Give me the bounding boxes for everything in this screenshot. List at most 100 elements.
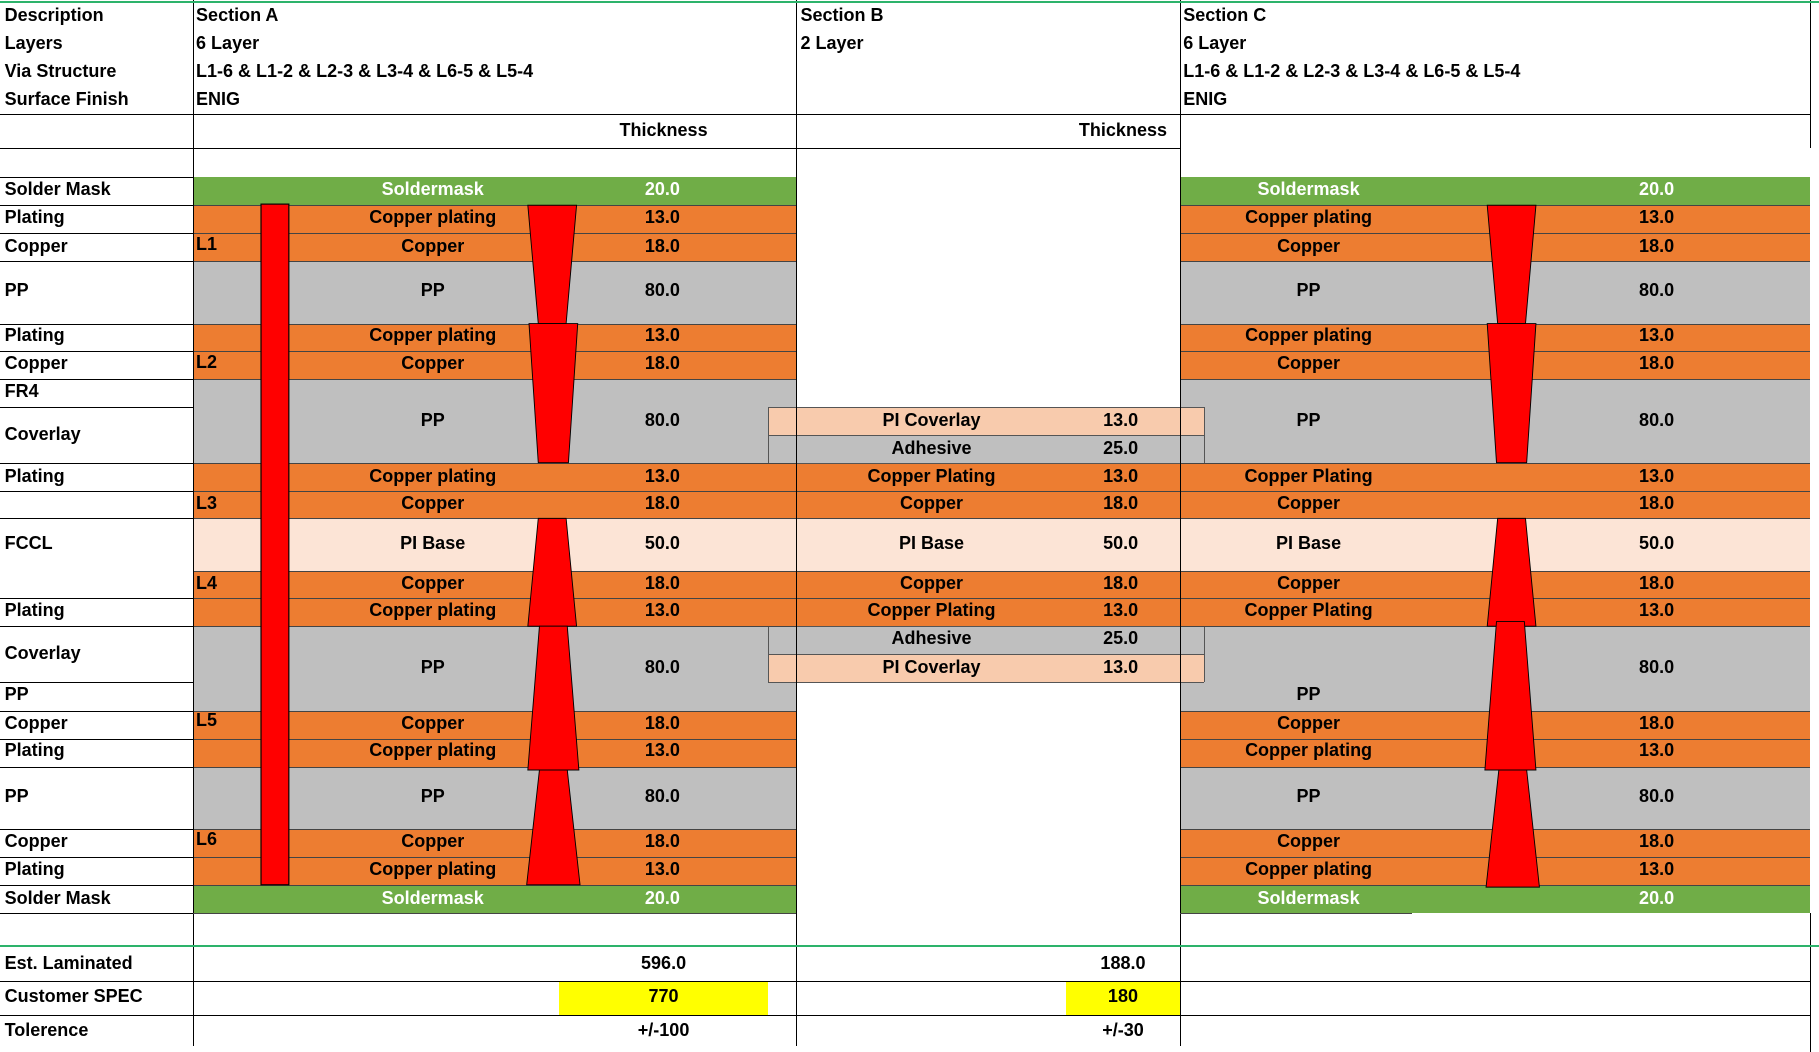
stack-b-row xyxy=(795,518,1180,571)
stack-c-material: Copper plating xyxy=(1245,325,1373,346)
stack-a-thickness: 20.0 xyxy=(644,887,680,908)
stack-b-thickness: 13.0 xyxy=(1103,465,1139,486)
stack-c-material: Soldermask xyxy=(1257,887,1360,908)
stack-a-thickness: 18.0 xyxy=(644,353,680,374)
stack-a-row xyxy=(192,766,796,830)
grid-line xyxy=(767,681,1205,683)
grid-line xyxy=(0,829,193,831)
stack-a-material: Copper plating xyxy=(369,740,497,761)
microvia-l1-l2 xyxy=(527,204,578,325)
stack-c-material: Copper xyxy=(1277,573,1341,594)
grid-line xyxy=(0,945,1819,948)
stack-c-material: Copper plating xyxy=(1245,858,1373,879)
stack-b-thickness: 13.0 xyxy=(1103,656,1139,677)
thickness-a-header: Thickness xyxy=(619,119,708,140)
stack-b-thickness: 13.0 xyxy=(1103,600,1139,621)
stack-a-thickness: 80.0 xyxy=(644,656,680,677)
grid-line xyxy=(0,148,1180,150)
stack-c-thickness: 80.0 xyxy=(1639,656,1675,677)
grid-line xyxy=(192,884,796,886)
stack-c-thickness: 18.0 xyxy=(1639,712,1675,733)
stack-c-thickness: 80.0 xyxy=(1639,279,1675,300)
stack-c-thickness: 18.0 xyxy=(1639,493,1675,514)
grid-line xyxy=(0,1014,1810,1016)
grid-line xyxy=(795,570,1180,572)
stack-a-row xyxy=(192,738,796,767)
thickness-b-header: Thickness xyxy=(1078,119,1167,140)
grid-line xyxy=(0,710,193,712)
stack-c-material: Copper xyxy=(1277,235,1341,256)
section-b-layers: 2 Layer xyxy=(800,32,864,53)
grid-line xyxy=(192,829,796,831)
header-row-label: Via Structure xyxy=(4,60,117,81)
grid-line xyxy=(1179,626,1810,628)
row-label-plating2: Plating xyxy=(4,325,65,346)
row-label-coverlay2: Coverlay xyxy=(4,642,81,663)
row-label-pp3: PP xyxy=(4,785,29,806)
stack-c-thickness: 18.0 xyxy=(1639,235,1675,256)
section-a-title: Section A xyxy=(196,5,279,26)
stack-a-thickness: 13.0 xyxy=(644,858,680,879)
layer-mark-l1: L1 xyxy=(196,233,218,254)
spec-b-highlight xyxy=(1066,982,1180,1015)
stack-a-thickness: 80.0 xyxy=(644,785,680,806)
stack-c-thickness: 13.0 xyxy=(1639,600,1675,621)
stack-c-thickness: 18.0 xyxy=(1639,353,1675,374)
row-label-solder_mask_bot: Solder Mask xyxy=(4,887,111,908)
row-label-fr4: FR4 xyxy=(4,380,39,401)
grid-line xyxy=(0,205,193,207)
stack-c-row xyxy=(1179,462,1810,491)
stack-c-thickness: 80.0 xyxy=(1639,785,1675,806)
stack-c-material: Copper plating xyxy=(1245,740,1373,761)
grid-line xyxy=(0,260,193,262)
stack-a-thickness: 13.0 xyxy=(644,465,680,486)
stack-a-row xyxy=(192,518,796,571)
layer-mark-l6: L6 xyxy=(196,828,218,849)
stack-c-thickness: 20.0 xyxy=(1639,887,1675,908)
grid-line xyxy=(192,205,796,207)
stack-a-thickness: 80.0 xyxy=(644,279,680,300)
stack-c-material: Copper Plating xyxy=(1244,600,1373,621)
grid-line xyxy=(0,177,193,179)
row-label-solder_mask_top: Solder Mask xyxy=(4,179,111,200)
section-a-layers: 6 Layer xyxy=(196,32,260,53)
stack-c-row xyxy=(1179,177,1810,206)
stack-b-material: Copper Plating xyxy=(867,465,996,486)
stack-c-thickness: 50.0 xyxy=(1639,532,1675,553)
stack-a-thickness: 20.0 xyxy=(644,179,680,200)
stack-a-material: Copper plating xyxy=(369,325,497,346)
grid-line xyxy=(0,766,193,768)
stack-a-row xyxy=(192,490,796,519)
stack-a-material: Soldermask xyxy=(381,179,484,200)
grid-line xyxy=(767,462,1205,464)
section-a-tolerance: +/-100 xyxy=(637,1019,690,1040)
stack-a-row xyxy=(192,710,796,739)
grid-line xyxy=(0,323,193,325)
stack-a-row xyxy=(192,323,796,352)
grid-line xyxy=(192,626,796,628)
row-label-plating4: Plating xyxy=(4,600,65,621)
stack-b-material: Copper Plating xyxy=(867,600,996,621)
stack-b-thickness: 25.0 xyxy=(1103,627,1139,648)
grid-line xyxy=(767,407,769,463)
stack-a-material: Copper xyxy=(401,353,465,374)
microvia-l6-l5 xyxy=(526,769,581,886)
stack-c-thickness: 13.0 xyxy=(1639,206,1675,227)
microvia-c-l2-l3 xyxy=(1486,323,1537,464)
layer-mark-l3: L3 xyxy=(196,493,218,514)
microvia-c-l6-l5 xyxy=(1485,769,1540,888)
row-label-copper2: Copper xyxy=(4,353,68,374)
stack-a-thickness: 13.0 xyxy=(644,740,680,761)
grid-line xyxy=(192,379,796,381)
row-label-plating6: Plating xyxy=(4,858,65,879)
stack-c-material: Copper xyxy=(1277,830,1341,851)
grid-line xyxy=(1809,0,1811,149)
stack-c-thickness: 13.0 xyxy=(1639,325,1675,346)
stack-a-material: Copper plating xyxy=(369,206,497,227)
layer-mark-l5: L5 xyxy=(196,710,218,731)
grid-line xyxy=(192,233,796,235)
grid-line xyxy=(767,626,769,682)
stack-a-material: Copper xyxy=(401,493,465,514)
stack-b-material: PI Coverlay xyxy=(882,656,981,677)
section-b-title: Section B xyxy=(800,5,884,26)
